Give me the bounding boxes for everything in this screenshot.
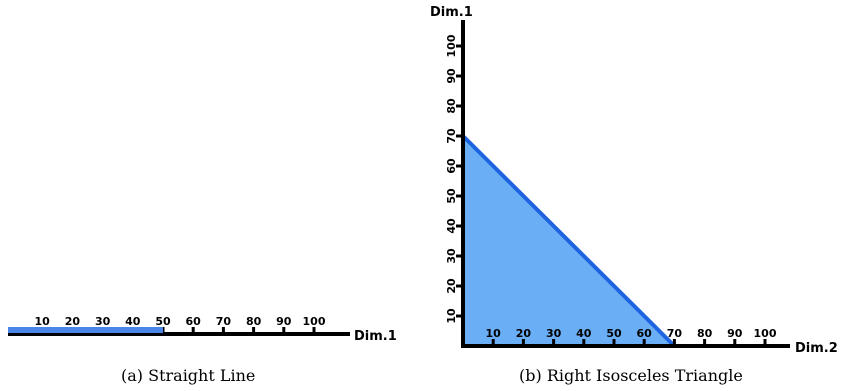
panel-b-y-tick-label: 40	[445, 218, 458, 234]
panel-b: 10 20 30 40 50 60 70 80 90 100 10 20 30 40 50 60 70 80 90…	[430, 5, 838, 385]
panel-b-x-tick-label: 70	[667, 327, 683, 340]
panel-a: 10 20 30 40 50 60 70 80 90 100 Dim.1 (a) Straight…	[8, 315, 397, 385]
panel-a-axis-label: Dim.1	[354, 329, 397, 344]
panel-b-x-tick-label: 10	[486, 327, 502, 340]
panel-b-y-tick-label: 50	[445, 188, 458, 204]
panel-b-x-tick-label: 40	[576, 327, 592, 340]
panel-b-y-tick-label: 20	[445, 278, 458, 294]
panel-a-tick-label: 100	[303, 315, 326, 328]
panel-a-tick-label: 40	[125, 315, 141, 328]
panel-a-caption: (a) Straight Line	[121, 366, 255, 385]
panel-a-tick-label: 70	[216, 315, 232, 328]
panel-a-tick-label: 30	[95, 315, 111, 328]
panel-b-caption: (b) Right Isosceles Triangle	[519, 366, 743, 385]
panel-a-tick-label: 50	[155, 315, 171, 328]
panel-a-tick-label: 80	[246, 315, 262, 328]
panel-b-x-tick-label: 30	[546, 327, 562, 340]
panel-b-x-tick-label: 20	[516, 327, 532, 340]
straight-line-segment	[8, 327, 163, 333]
panel-b-y-tick-label: 100	[445, 34, 458, 57]
panel-b-x-tick-label: 50	[606, 327, 622, 340]
panel-b-y-tick-label: 30	[445, 248, 458, 264]
panel-b-y-tick-label: 80	[445, 98, 458, 114]
panel-b-x-tick-label: 60	[637, 327, 653, 340]
panel-b-x-axis-label: Dim.2	[795, 341, 838, 356]
panel-b-y-tick-label: 60	[445, 158, 458, 174]
panel-a-tick-label: 90	[276, 315, 292, 328]
panel-b-y-tick-label: 10	[445, 308, 458, 324]
panel-b-x-tick-label: 90	[727, 327, 743, 340]
panel-b-x-tick-label: 100	[754, 327, 777, 340]
panel-b-x-tick-label: 80	[697, 327, 713, 340]
panel-a-tick-label: 60	[186, 315, 202, 328]
panel-a-tick-label: 20	[65, 315, 81, 328]
right-isosceles-triangle	[461, 134, 677, 348]
panel-b-y-axis-label: Dim.1	[430, 5, 473, 20]
panel-a-tick-label: 10	[35, 315, 51, 328]
panel-b-y-tick-label: 90	[445, 68, 458, 84]
panel-b-y-tick-label: 70	[445, 128, 458, 144]
